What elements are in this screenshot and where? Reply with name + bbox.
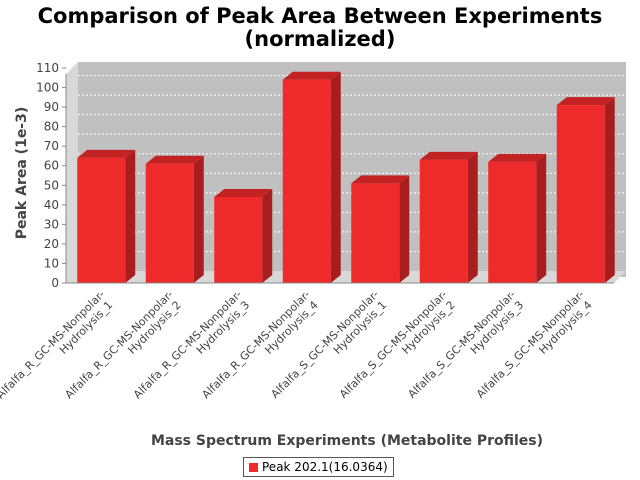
chart-title: Comparison of Peak Area Between Experime… <box>37 4 603 28</box>
bar-top <box>77 149 136 158</box>
y-tick-labels: 0 10 20 30 40 50 60 70 80 90 100 110 <box>36 61 59 290</box>
bar <box>556 97 615 284</box>
x-tick-label: Alfalfa_R_GC-MS-Nonpolar-Hydrolysis_1 <box>0 288 115 401</box>
chart-subtitle: (normalized) <box>244 27 396 51</box>
y-tick-label: 80 <box>44 120 59 134</box>
bar-top <box>419 151 478 160</box>
bar-side <box>193 155 204 283</box>
y-tick-label: 30 <box>44 217 59 231</box>
x-tick-label-line: Alfalfa_R_GC-MS-Nonpolar- <box>62 288 175 401</box>
bar <box>351 175 410 283</box>
bar-side <box>262 189 273 283</box>
y-axis-label: Peak Area (1e-3) <box>14 107 30 240</box>
bars <box>77 71 615 284</box>
bar <box>145 155 204 283</box>
bar-front <box>282 79 331 284</box>
bar-front <box>77 157 126 283</box>
bar-top <box>351 175 410 184</box>
y-tick-label: 10 <box>44 256 59 270</box>
x-tick-label-line: Alfalfa_R_GC-MS-Nonpolar- <box>199 288 312 401</box>
axes <box>62 67 614 284</box>
legend-label: Peak 202.1(16.0364) <box>262 460 388 474</box>
plot-floor <box>66 271 626 283</box>
legend-swatch <box>249 462 258 472</box>
bar-side <box>399 175 410 283</box>
legend: Peak 202.1(16.0364) <box>243 457 394 477</box>
bar-side <box>536 153 547 283</box>
x-tick-label-line: Alfalfa_R_GC-MS-Nonpolar- <box>0 288 107 401</box>
y-tick-label: 70 <box>44 139 59 153</box>
bar-side <box>125 149 136 283</box>
x-axis-label: Mass Spectrum Experiments (Metabolite Pr… <box>151 433 543 449</box>
bar-front <box>214 197 263 283</box>
bar-top <box>214 189 273 197</box>
bar-front <box>145 163 194 283</box>
bar-top <box>282 71 341 80</box>
bar-top <box>145 155 204 164</box>
y-tick-label: 50 <box>44 178 59 192</box>
bar <box>282 71 341 284</box>
bar <box>77 149 136 283</box>
bar <box>214 189 273 283</box>
y-tick-label: 90 <box>44 100 59 114</box>
bar <box>419 151 478 283</box>
y-tick-label: 110 <box>36 61 59 75</box>
bar-front <box>419 159 468 283</box>
y-tick-label: 0 <box>51 276 59 290</box>
bar-side <box>467 151 478 283</box>
bar-front <box>351 183 400 283</box>
y-tick-label: 60 <box>44 159 59 173</box>
plot-side-wall <box>66 62 78 283</box>
x-tick-label-line: Alfalfa_R_GC-MS-Nonpolar- <box>131 288 244 401</box>
bar-front <box>556 105 605 284</box>
x-tick-labels: Alfalfa_R_GC-MS-Nonpolar-Hydrolysis_1Alf… <box>0 288 595 401</box>
bar <box>488 153 547 283</box>
bar-front <box>488 161 537 283</box>
bar-top <box>488 153 547 162</box>
y-tick-label: 40 <box>44 198 59 212</box>
bar-side <box>330 71 341 284</box>
bar-top <box>556 97 615 106</box>
y-tick-label: 100 <box>36 81 59 95</box>
y-tick-label: 20 <box>44 237 59 251</box>
bar-side <box>604 97 615 284</box>
